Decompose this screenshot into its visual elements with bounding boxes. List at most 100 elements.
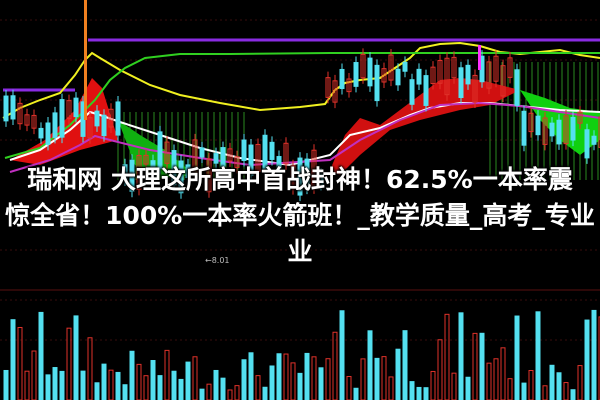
volume-bar: [409, 381, 415, 400]
volume-bar: [451, 372, 457, 400]
candle-body: [45, 122, 51, 145]
volume-bar: [206, 383, 212, 400]
volume-bar: [465, 376, 471, 400]
candle-body: [192, 139, 198, 175]
candle-body: [241, 139, 247, 161]
candle-body: [283, 142, 289, 165]
volume-bar: [101, 363, 107, 400]
candle-body: [332, 80, 338, 103]
candle-body: [129, 159, 135, 192]
volume-bar: [283, 353, 289, 400]
volume-bar: [73, 315, 79, 400]
candle-body: [535, 115, 541, 136]
volume-bar: [87, 337, 93, 400]
volume-bar: [80, 370, 86, 400]
volume-bar: [325, 358, 331, 400]
volume-bar: [3, 369, 9, 400]
candle-body: [136, 155, 142, 190]
candle-body: [185, 164, 191, 179]
candle-body: [381, 68, 387, 83]
candle-body: [549, 122, 555, 137]
candle-body: [255, 143, 261, 173]
volume-bar: [178, 378, 184, 400]
headline-line-2: 惊全省！100%一本率火箭班！_教学质量_高考_专业: [5, 201, 595, 230]
candle-body: [486, 61, 492, 89]
candle-body: [528, 112, 534, 133]
volume-bar: [38, 311, 44, 400]
candle-body: [353, 62, 359, 87]
candle-body: [521, 110, 527, 146]
volume-bar: [108, 369, 114, 400]
volume-bar: [388, 376, 394, 400]
candle-body: [570, 116, 576, 141]
volume-bar: [360, 358, 366, 400]
headline-overlay: 瑞和网 大理这所高中首战封神！62.5%一本率震 惊全省！100%一本率火箭班！…: [0, 162, 600, 270]
low-price-label: ←8.01: [205, 256, 230, 265]
candle-body: [220, 147, 226, 167]
volume-bar: [339, 310, 345, 400]
volume-bar: [437, 339, 443, 400]
volume-bar: [479, 332, 485, 400]
candle-body: [318, 173, 324, 185]
candle-body: [31, 114, 37, 129]
candle-body: [416, 68, 422, 85]
candle-body: [423, 75, 429, 106]
volume-bar: [129, 350, 135, 400]
volume-bar: [472, 332, 478, 400]
candle-body: [3, 95, 9, 122]
candle-body: [311, 149, 317, 189]
volume-bar: [276, 353, 282, 400]
candle-body: [500, 65, 506, 97]
volume-bar: [430, 370, 436, 400]
candle-body: [374, 64, 380, 102]
volume-bar: [591, 309, 597, 400]
candle-body: [598, 116, 600, 148]
volume-bar: [248, 352, 254, 400]
candle-body: [73, 97, 79, 118]
candle-body: [290, 165, 296, 190]
candle-body: [213, 153, 219, 164]
candle-body: [59, 99, 65, 138]
volume-bar: [66, 327, 72, 400]
volume-bar: [297, 372, 303, 400]
candle-body: [297, 157, 303, 196]
candle-body: [451, 56, 457, 79]
candle-body: [94, 110, 100, 127]
volume-bar: [213, 369, 219, 400]
candle-body: [269, 141, 275, 160]
candle-body: [577, 111, 583, 124]
candle-body: [507, 57, 513, 78]
volume-bar: [395, 348, 401, 400]
candle-body: [66, 100, 72, 120]
volume-bar: [31, 350, 37, 400]
candle-body: [556, 119, 562, 145]
volume-bar: [332, 331, 338, 400]
volume-bars: [3, 309, 600, 400]
volume-bar: [374, 357, 380, 400]
volume-bar: [52, 367, 58, 400]
candle-body: [514, 69, 520, 106]
candle-body: [395, 68, 401, 86]
volume-bar: [234, 385, 240, 400]
candle-body: [430, 66, 436, 85]
candle-body: [150, 160, 156, 181]
headline-line-3: 业: [287, 237, 313, 266]
candle-body: [276, 156, 282, 177]
volume-bar: [115, 371, 121, 400]
candle-body: [24, 114, 30, 126]
volume-bar: [143, 375, 149, 400]
volume-bar: [255, 375, 261, 400]
candle-body: [591, 135, 597, 145]
volume-bar: [521, 382, 527, 400]
candle-body: [199, 147, 205, 158]
volume-bar: [318, 367, 324, 400]
volume-bar: [528, 370, 534, 400]
volume-bar: [24, 370, 30, 400]
volume-bar: [493, 358, 499, 400]
candle-body: [388, 54, 394, 81]
candle-body: [563, 115, 569, 145]
candle-body: [458, 67, 464, 99]
volume-bar: [514, 315, 520, 400]
